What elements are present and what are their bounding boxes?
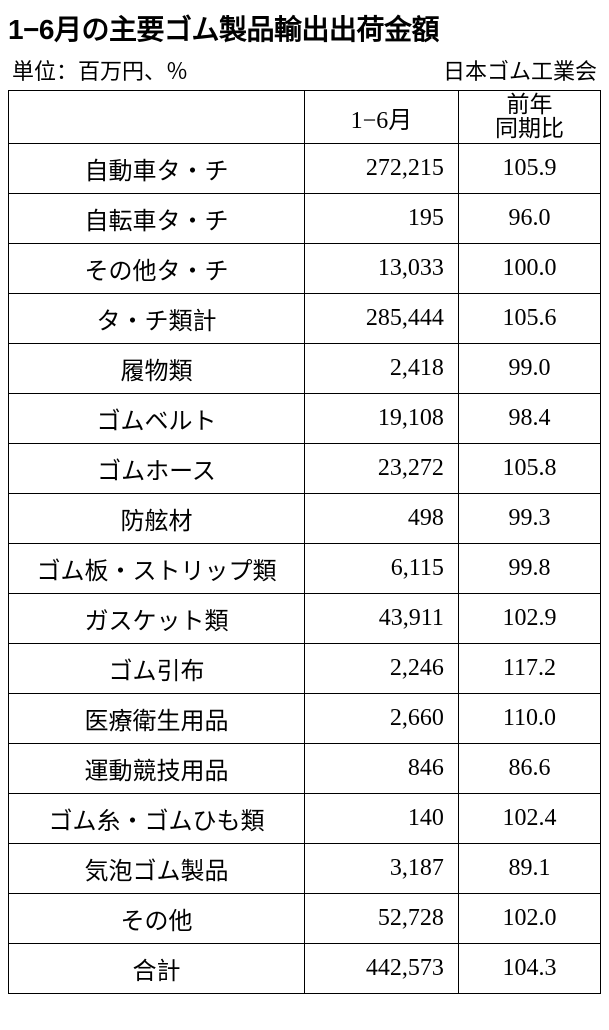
cell-product: 気泡ゴム製品	[9, 844, 305, 894]
cell-yoy: 105.9	[458, 144, 600, 194]
source-label: 日本ゴム工業会	[443, 54, 597, 86]
cell-yoy: 117.2	[458, 644, 600, 694]
cell-value: 846	[305, 744, 459, 794]
cell-yoy: 99.8	[458, 544, 600, 594]
cell-product: 医療衛生用品	[9, 694, 305, 744]
cell-value: 272,215	[305, 144, 459, 194]
cell-product: ゴム板・ストリップ類	[9, 544, 305, 594]
cell-product: その他タ・チ	[9, 244, 305, 294]
table-row: 防舷材49899.3	[9, 494, 601, 544]
table-row: 自動車タ・チ272,215105.9	[9, 144, 601, 194]
col-yoy-line2: 同期比	[495, 116, 564, 141]
table-row: ゴム糸・ゴムひも類140102.4	[9, 794, 601, 844]
cell-value: 498	[305, 494, 459, 544]
cell-value: 2,418	[305, 344, 459, 394]
cell-yoy: 102.0	[458, 894, 600, 944]
table-row: ガスケット類43,911102.9	[9, 594, 601, 644]
table-row: 合計442,573104.3	[9, 944, 601, 994]
cell-value: 52,728	[305, 894, 459, 944]
cell-product: ゴム糸・ゴムひも類	[9, 794, 305, 844]
cell-product: ゴム引布	[9, 644, 305, 694]
cell-value: 23,272	[305, 444, 459, 494]
table-row: 運動競技用品84686.6	[9, 744, 601, 794]
cell-product: 自動車タ・チ	[9, 144, 305, 194]
cell-yoy: 86.6	[458, 744, 600, 794]
cell-yoy: 96.0	[458, 194, 600, 244]
export-table: 1−6月 前年 同期比 自動車タ・チ272,215105.9自転車タ・チ1959…	[8, 90, 601, 994]
col-yoy-line1: 前年	[506, 92, 552, 117]
cell-product: 自転車タ・チ	[9, 194, 305, 244]
cell-value: 19,108	[305, 394, 459, 444]
col-product	[9, 91, 305, 144]
cell-value: 140	[305, 794, 459, 844]
col-yoy: 前年 同期比	[458, 91, 600, 144]
cell-value: 442,573	[305, 944, 459, 994]
cell-product: その他	[9, 894, 305, 944]
table-row: ゴム板・ストリップ類6,11599.8	[9, 544, 601, 594]
cell-yoy: 110.0	[458, 694, 600, 744]
cell-yoy: 102.9	[458, 594, 600, 644]
cell-product: ゴムベルト	[9, 394, 305, 444]
table-row: 気泡ゴム製品3,18789.1	[9, 844, 601, 894]
table-row: 自転車タ・チ19596.0	[9, 194, 601, 244]
table-row: 履物類2,41899.0	[9, 344, 601, 394]
cell-yoy: 98.4	[458, 394, 600, 444]
cell-value: 3,187	[305, 844, 459, 894]
cell-yoy: 99.0	[458, 344, 600, 394]
cell-product: タ・チ類計	[9, 294, 305, 344]
cell-yoy: 105.6	[458, 294, 600, 344]
table-row: ゴムベルト19,10898.4	[9, 394, 601, 444]
cell-yoy: 105.8	[458, 444, 600, 494]
cell-value: 13,033	[305, 244, 459, 294]
cell-product: 履物類	[9, 344, 305, 394]
table-row: ゴムホース23,272105.8	[9, 444, 601, 494]
table-row: その他タ・チ13,033100.0	[9, 244, 601, 294]
cell-value: 195	[305, 194, 459, 244]
cell-product: ガスケット類	[9, 594, 305, 644]
cell-value: 43,911	[305, 594, 459, 644]
table-row: ゴム引布2,246117.2	[9, 644, 601, 694]
cell-value: 285,444	[305, 294, 459, 344]
subheader: 単位：百万円、％ 日本ゴム工業会	[8, 54, 601, 86]
cell-product: ゴムホース	[9, 444, 305, 494]
cell-yoy: 104.3	[458, 944, 600, 994]
cell-value: 2,246	[305, 644, 459, 694]
table-row: タ・チ類計285,444105.6	[9, 294, 601, 344]
unit-label: 単位：百万円、％	[12, 54, 188, 86]
cell-value: 2,660	[305, 694, 459, 744]
cell-yoy: 100.0	[458, 244, 600, 294]
cell-yoy: 99.3	[458, 494, 600, 544]
cell-product: 防舷材	[9, 494, 305, 544]
cell-product: 合計	[9, 944, 305, 994]
table-row: その他52,728102.0	[9, 894, 601, 944]
table-header-row: 1−6月 前年 同期比	[9, 91, 601, 144]
cell-value: 6,115	[305, 544, 459, 594]
cell-product: 運動競技用品	[9, 744, 305, 794]
table-row: 医療衛生用品2,660110.0	[9, 694, 601, 744]
cell-yoy: 102.4	[458, 794, 600, 844]
page-title: 1−6月の主要ゴム製品輸出出荷金額	[8, 8, 601, 48]
col-period: 1−6月	[305, 91, 459, 144]
cell-yoy: 89.1	[458, 844, 600, 894]
